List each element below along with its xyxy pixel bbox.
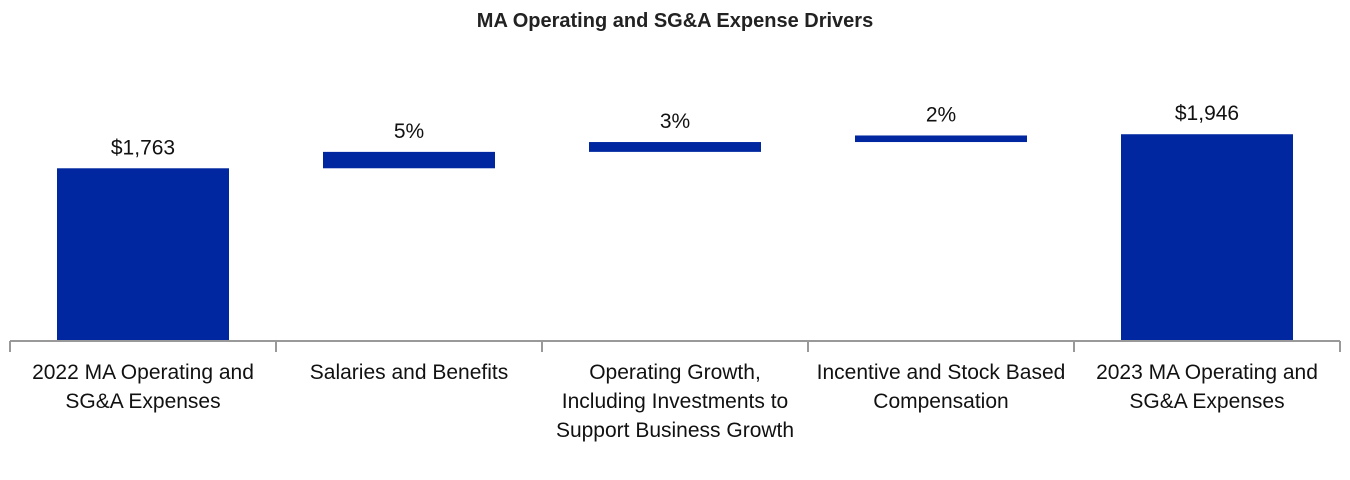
bar <box>323 151 495 169</box>
bar <box>589 142 761 152</box>
x-tick-label: 2022 MA Operating and SG&A Expenses <box>32 361 254 413</box>
x-tick-label: Operating Growth, Including Investments … <box>555 361 795 442</box>
x-tick-label: Salaries and Benefits <box>309 361 509 384</box>
x-tick-label: 2023 MA Operating and SG&A Expenses <box>1096 361 1318 413</box>
x-tick-label: Incentive and Stock Based Compensation <box>816 361 1066 413</box>
bar <box>57 168 229 340</box>
data-label: 5% <box>394 120 424 143</box>
chart-title: MA Operating and SG&A Expense Drivers <box>477 10 873 32</box>
data-label: 2% <box>926 103 956 126</box>
data-label: $1,763 <box>111 136 175 159</box>
data-label: $1,946 <box>1175 102 1239 125</box>
bar <box>1121 134 1293 340</box>
data-label: 3% <box>660 110 690 133</box>
bar <box>855 135 1027 143</box>
